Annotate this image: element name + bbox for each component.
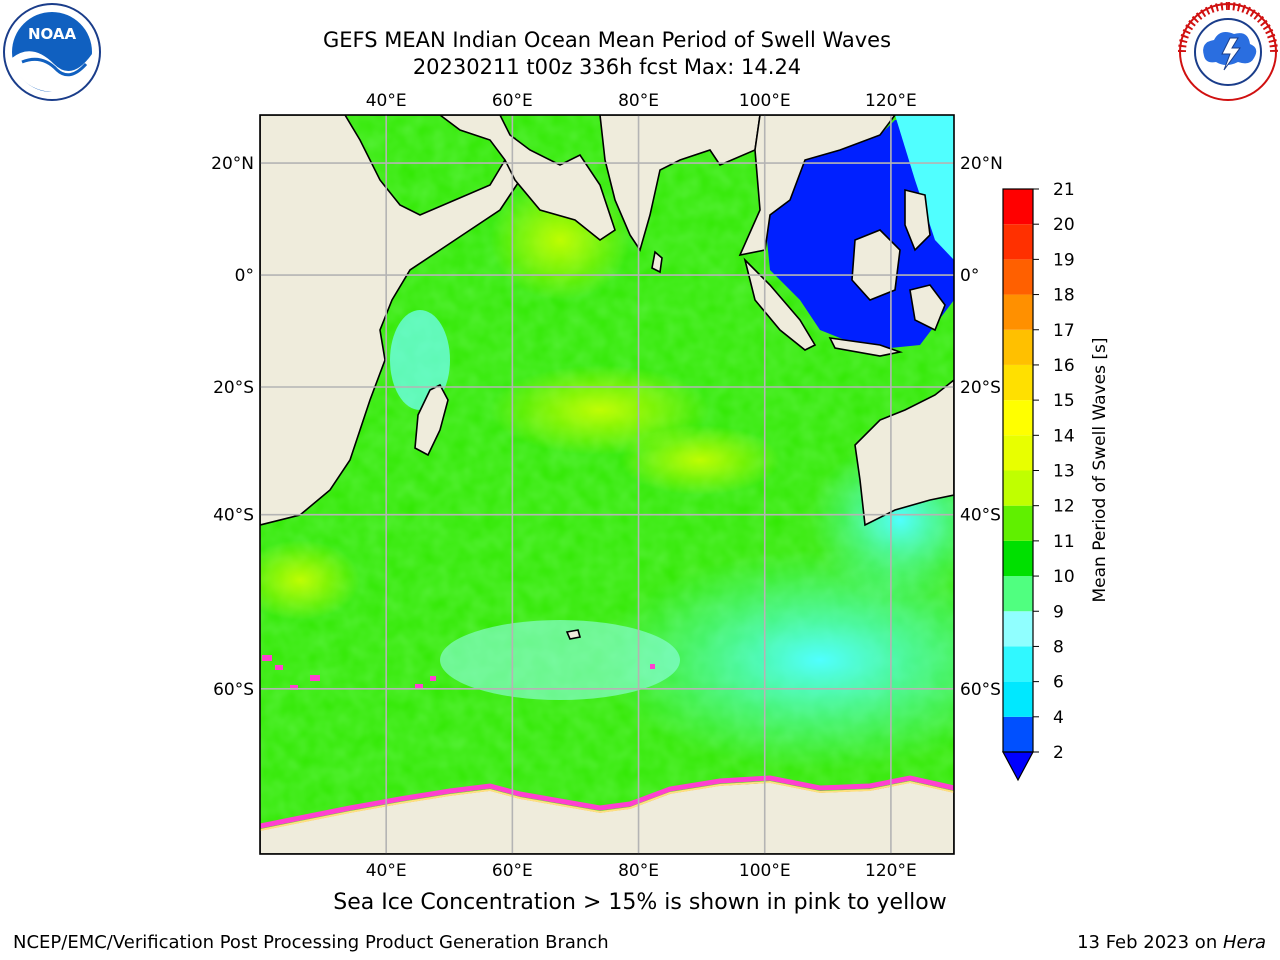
lon-label-bottom: 100°E (739, 861, 791, 881)
lon-label-top: 40°E (366, 91, 407, 111)
sulawesi-landmass (909, 284, 946, 332)
colorbar-segment (1003, 189, 1033, 225)
colorbar-segment (1003, 364, 1033, 401)
colorbar-label: Mean Period of Swell Waves [s] (1090, 338, 1110, 603)
lat-label-right: 20°S (960, 378, 1001, 398)
colorbar-segment (1003, 435, 1033, 471)
colorbar-segment (1003, 329, 1033, 365)
lon-label-top: 100°E (739, 91, 791, 111)
southeast-asia-landmass (738, 115, 896, 257)
lon-label-top: 120°E (865, 91, 917, 111)
lat-label-left: 0° (235, 266, 254, 286)
lat-label-right: 0° (960, 266, 979, 286)
java-landmass (828, 336, 904, 357)
swell-high-patch (620, 425, 780, 495)
lat-label-left: 20°S (213, 378, 254, 398)
chart-title: GEFS MEAN Indian Ocean Mean Period of Sw… (322, 28, 892, 52)
noaa-logo-icon: NOAA (3, 3, 101, 101)
borneo-landmass (851, 229, 901, 301)
arabia-landmass (370, 115, 616, 241)
sea-ice-edge (260, 775, 954, 829)
swell-high-patch (260, 540, 360, 620)
pacific-edge (895, 115, 954, 260)
colorbar-segment (1003, 576, 1033, 612)
colorbar-extend-arrow (1001, 751, 1035, 782)
lon-label-bottom: 60°E (492, 861, 533, 881)
low-period-seas (765, 115, 954, 350)
africa-landmass (260, 115, 521, 526)
colorbar-segment (1003, 681, 1033, 717)
map-tick-labels: 40°E 40°E 60°E 60°E 80°E 80°E 100°E 100°E 120°E 1… (211, 91, 1003, 881)
lat-label-right: 20°N (960, 154, 1003, 174)
swell-low-region (600, 550, 954, 770)
machine-name: Hera (1222, 932, 1266, 953)
colorbar-tick-label: 11 (1053, 532, 1075, 552)
colorbar-tick-label: 2 (1053, 743, 1064, 763)
land (260, 115, 954, 854)
sea-ice-edge-inner (260, 780, 954, 831)
chart-subtitle: 20230211 t00z 336h fcst Max: 14.24 (412, 55, 802, 79)
colorbar-tick-label: 13 (1053, 462, 1075, 482)
colorbar-tick-label: 21 (1053, 180, 1075, 200)
noaa-logo-text: NOAA (28, 25, 77, 43)
colorbar-segment (1003, 224, 1033, 260)
colorbar-tick-label: 4 (1053, 708, 1064, 728)
colorbar-tick-label: 10 (1053, 567, 1075, 587)
producer-credit: NCEP/EMC/Verification Post Processing Pr… (13, 932, 609, 953)
sea-ice-footnote: Sea Ice Concentration > 15% is shown in … (333, 890, 947, 915)
colorbar-tick-label: 14 (1053, 426, 1075, 446)
lat-label-left: 40°S (213, 506, 254, 526)
colorbar-segment (1003, 294, 1033, 330)
lon-label-bottom: 120°E (865, 861, 917, 881)
colorbar-tick-label: 6 (1053, 673, 1064, 693)
colorbar: 2 4 6 8 9 10 11 12 13 14 15 16 17 18 19 20 21 (1001, 180, 1075, 782)
colorbar-segment (1003, 540, 1033, 577)
colorbar-tick-label: 9 (1053, 602, 1064, 622)
lon-label-top: 80°E (618, 91, 659, 111)
swell-low-region (440, 620, 680, 700)
colorbar-segment (1003, 259, 1033, 295)
lat-label-right: 60°S (960, 680, 1001, 700)
colorbar-tick-label: 8 (1053, 637, 1064, 657)
lon-label-bottom: 40°E (366, 861, 407, 881)
colorbar-segment (1003, 611, 1033, 647)
colorbar-tick-label: 20 (1053, 215, 1075, 235)
lon-label-bottom: 80°E (618, 861, 659, 881)
colorbar-segment (1003, 505, 1033, 541)
sumatra-landmass (743, 257, 817, 351)
colorbar-tick-label: 17 (1053, 321, 1075, 341)
map-gridlines (260, 115, 954, 854)
sri-lanka-landmass (651, 250, 663, 274)
colorbar-tick-label: 19 (1053, 250, 1075, 270)
run-date: 13 Feb 2023 on (1077, 932, 1223, 953)
swell-low-region (390, 310, 450, 410)
colorbar-segment (1003, 470, 1033, 506)
colorbar-tick-label: 12 (1053, 497, 1075, 517)
map-field (260, 115, 954, 854)
colorbar-tick-label: 18 (1053, 286, 1075, 306)
australia-landmass (854, 378, 954, 527)
colorbar-segment (1003, 646, 1033, 682)
nws-logo-icon (1178, 2, 1278, 101)
run-date-credit: 13 Feb 2023 on Hera (1077, 932, 1266, 953)
lat-label-left: 20°N (211, 154, 254, 174)
lat-label-right: 40°S (960, 506, 1001, 526)
kerguelen-island (565, 629, 582, 640)
colorbar-tick-label: 16 (1053, 356, 1075, 376)
philippines-landmass (904, 188, 931, 252)
map-frame (259, 114, 955, 855)
lat-label-left: 60°S (213, 680, 254, 700)
lon-label-top: 60°E (492, 91, 533, 111)
colorbar-tick-label: 15 (1053, 391, 1075, 411)
sea-ice-specks (262, 655, 655, 690)
colorbar-segment (1003, 400, 1033, 436)
colorbar-segment (1003, 716, 1033, 752)
